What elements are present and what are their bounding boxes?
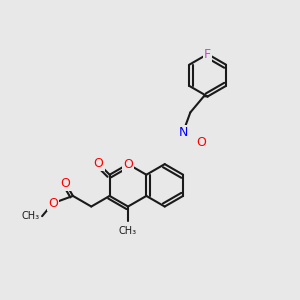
Text: F: F: [204, 48, 211, 61]
Text: O: O: [61, 177, 70, 190]
Text: N: N: [178, 126, 188, 139]
Text: O: O: [196, 136, 206, 149]
Text: O: O: [48, 197, 58, 210]
Text: CH₃: CH₃: [119, 226, 137, 236]
Text: O: O: [94, 157, 103, 170]
Text: O: O: [123, 158, 133, 171]
Text: CH₃: CH₃: [21, 211, 39, 221]
